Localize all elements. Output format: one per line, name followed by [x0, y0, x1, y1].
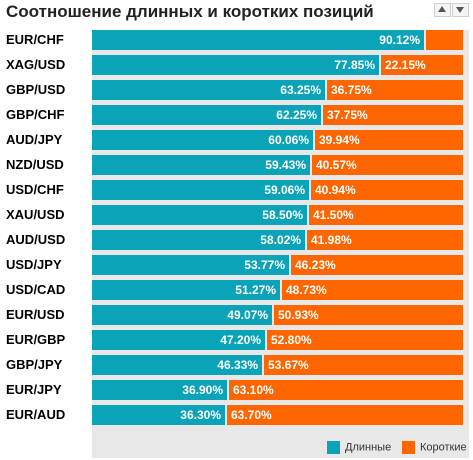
- bar-track: 58.02% 41.98%: [92, 230, 463, 250]
- bar-short: 41.98%: [307, 230, 463, 250]
- chart-row: GBP/JPY 46.33% 53.67%: [0, 355, 473, 375]
- bar-long: 62.25%: [92, 105, 321, 125]
- pair-label: GBP/JPY: [6, 357, 63, 372]
- bar-short: 41.50%: [309, 205, 463, 225]
- bar-short: 46.23%: [291, 255, 463, 275]
- bar-track: 36.90% 63.10%: [92, 380, 463, 400]
- chart-row: AUD/USD 58.02% 41.98%: [0, 230, 473, 250]
- bar-long: 90.12%: [92, 30, 424, 50]
- bar-long: 36.30%: [92, 405, 225, 425]
- bar-track: 77.85% 22.15%: [92, 55, 463, 75]
- bar-track: 36.30% 63.70%: [92, 405, 463, 425]
- bar-long: 49.07%: [92, 305, 272, 325]
- bar-short: 40.94%: [311, 180, 463, 200]
- chart-row: USD/CAD 51.27% 48.73%: [0, 280, 473, 300]
- pair-label: USD/JPY: [6, 257, 62, 272]
- chart-row: XAU/USD 58.50% 41.50%: [0, 205, 473, 225]
- bar-long: 46.33%: [92, 355, 262, 375]
- chart-row: USD/JPY 53.77% 46.23%: [0, 255, 473, 275]
- chart-row: EUR/JPY 36.90% 63.10%: [0, 380, 473, 400]
- bar-track: 49.07% 50.93%: [92, 305, 463, 325]
- bar-short: [426, 30, 463, 50]
- bar-long: 59.43%: [92, 155, 310, 175]
- bar-long: 77.85%: [92, 55, 379, 75]
- legend-item-short: Короткие: [402, 441, 467, 455]
- bar-track: 46.33% 53.67%: [92, 355, 463, 375]
- bar-short: 39.94%: [315, 130, 463, 150]
- bar-track: 63.25% 36.75%: [92, 80, 463, 100]
- bar-short: 40.57%: [312, 155, 463, 175]
- bar-long: 53.77%: [92, 255, 289, 275]
- bar-long: 58.02%: [92, 230, 305, 250]
- pair-label: EUR/CHF: [6, 32, 64, 47]
- bar-long: 60.06%: [92, 130, 313, 150]
- bar-track: 60.06% 39.94%: [92, 130, 463, 150]
- bar-short: 37.75%: [323, 105, 463, 125]
- chart-row: EUR/GBP 47.20% 52.80%: [0, 330, 473, 350]
- bar-long: 36.90%: [92, 380, 227, 400]
- bar-long: 63.25%: [92, 80, 325, 100]
- triangle-up-icon: [438, 6, 446, 12]
- bar-short: 63.10%: [229, 380, 463, 400]
- pair-label: NZD/USD: [6, 157, 64, 172]
- bar-short: 52.80%: [267, 330, 463, 350]
- pair-label: AUD/USD: [6, 232, 66, 247]
- bar-short: 36.75%: [327, 80, 463, 100]
- sort-up-button[interactable]: [434, 3, 451, 17]
- bar-long: 58.50%: [92, 205, 307, 225]
- chart-title: Соотношение длинных и коротких позиций: [6, 2, 374, 21]
- chart-row: AUD/JPY 60.06% 39.94%: [0, 130, 473, 150]
- pair-label: EUR/AUD: [6, 407, 66, 422]
- legend-label-long: Длинные: [345, 441, 392, 454]
- bar-short: 48.73%: [282, 280, 463, 300]
- pair-label: EUR/JPY: [6, 382, 62, 397]
- chart-row: GBP/CHF 62.25% 37.75%: [0, 105, 473, 125]
- bar-long: 51.27%: [92, 280, 280, 300]
- legend-label-short: Короткие: [420, 441, 467, 454]
- bar-long: 59.06%: [92, 180, 309, 200]
- triangle-down-icon: [456, 7, 464, 13]
- chart-row: EUR/USD 49.07% 50.93%: [0, 305, 473, 325]
- pair-label: EUR/USD: [6, 307, 65, 322]
- bar-track: 62.25% 37.75%: [92, 105, 463, 125]
- pair-label: EUR/GBP: [6, 332, 66, 347]
- legend-item-long: Длинные: [327, 441, 391, 455]
- bar-long: 47.20%: [92, 330, 265, 350]
- bar-track: 47.20% 52.80%: [92, 330, 463, 350]
- bar-track: 53.77% 46.23%: [92, 255, 463, 275]
- pair-label: GBP/CHF: [6, 107, 65, 122]
- bar-track: 51.27% 48.73%: [92, 280, 463, 300]
- bar-short: 22.15%: [381, 55, 463, 75]
- bar-track: 90.12%: [92, 30, 463, 50]
- chart-row: XAG/USD 77.85% 22.15%: [0, 55, 473, 75]
- chart-row: NZD/USD 59.43% 40.57%: [0, 155, 473, 175]
- pair-label: AUD/JPY: [6, 132, 63, 147]
- bar-track: 59.06% 40.94%: [92, 180, 463, 200]
- pair-label: XAG/USD: [6, 57, 66, 72]
- bar-track: 58.50% 41.50%: [92, 205, 463, 225]
- legend-swatch-short: [402, 441, 415, 454]
- pair-label: USD/CHF: [6, 182, 64, 197]
- bar-track: 59.43% 40.57%: [92, 155, 463, 175]
- chart-panel: EUR/CHF 90.12% XAG/USD 77.85% 22.15% GBP/USD 6…: [0, 26, 473, 460]
- pair-label: GBP/USD: [6, 82, 66, 97]
- pair-label: XAU/USD: [6, 207, 65, 222]
- chart-row: EUR/CHF 90.12%: [0, 30, 473, 50]
- chart-row: USD/CHF 59.06% 40.94%: [0, 180, 473, 200]
- pair-label: USD/CAD: [6, 282, 66, 297]
- chart-row: GBP/USD 63.25% 36.75%: [0, 80, 473, 100]
- sort-down-button[interactable]: [452, 3, 469, 17]
- chart-row: EUR/AUD 36.30% 63.70%: [0, 405, 473, 425]
- bar-short: 63.70%: [227, 405, 463, 425]
- bar-short: 50.93%: [274, 305, 463, 325]
- bar-short: 53.67%: [264, 355, 463, 375]
- legend-swatch-long: [327, 441, 340, 454]
